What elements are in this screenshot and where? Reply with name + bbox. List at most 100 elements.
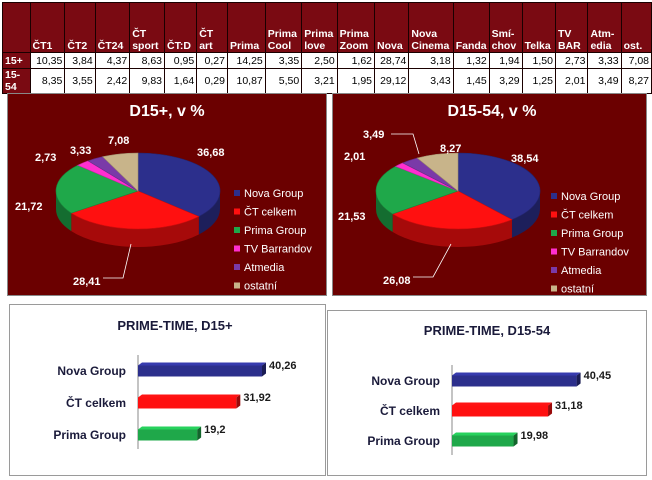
- table-cell: 1,94: [488, 52, 523, 69]
- legend-swatch: [234, 264, 240, 270]
- column-header: Prima: [226, 2, 266, 53]
- column-header: Prima Cool: [264, 2, 303, 53]
- bar-top: [452, 402, 553, 406]
- row-label: 15+: [2, 52, 31, 69]
- leader-line: [413, 243, 452, 278]
- pie-slice: [102, 152, 139, 192]
- data-label: 7,08: [108, 135, 129, 147]
- table-cell: 1,32: [452, 52, 490, 69]
- bar-chart-d15: PRIME-TIME, D15+ Nova Group 40,26 ČT celkem…: [53, 318, 297, 449]
- bar-top: [138, 362, 267, 366]
- data-label: 3,49: [363, 129, 384, 141]
- table-header-row: ČT1 ČT2 ČT24 ČT sport ČT:D ČT art Prima Prima C…: [2, 2, 652, 53]
- category-label: Nova Group: [57, 364, 126, 378]
- table-cell: 0,29: [196, 68, 228, 94]
- legend-item: Atmedia: [244, 262, 285, 274]
- pie-side-group: [376, 191, 540, 247]
- table-cell: 3,84: [64, 52, 96, 69]
- table-row: 15+ 10,35 3,84 4,37 8,63 0,95 0,27 14,25 3,35 2,5…: [2, 52, 652, 69]
- data-label: 2,73: [35, 152, 56, 164]
- pie-panel-d15-54: D15-54, v % 38,54 26,08 21,53 2,01 3,49 8,27 No…: [332, 93, 647, 296]
- legend-item: Nova Group: [244, 188, 303, 200]
- table-cell: 10,87: [226, 68, 266, 94]
- data-label: 28,41: [73, 276, 101, 288]
- table-cell: 3,35: [264, 52, 303, 69]
- pie-slice-side: [511, 191, 540, 238]
- pie-slice: [457, 152, 541, 220]
- pie-slice-side: [376, 191, 393, 232]
- column-header: ČT2: [64, 2, 96, 53]
- column-header: Atm-edia: [587, 2, 622, 53]
- table-cell: 29,12: [373, 68, 410, 94]
- column-header: [2, 2, 31, 53]
- legend-swatch: [234, 208, 240, 215]
- column-header: Nova Cinema: [408, 2, 454, 53]
- bar-side: [576, 372, 581, 387]
- pie-chart-d15-54: D15-54, v % 38,54 26,08 21,53 2,01 3,49 8,27 No…: [338, 103, 629, 296]
- data-label: 3,33: [70, 145, 91, 157]
- pie-slice: [416, 152, 459, 192]
- legend-item: Nova Group: [561, 191, 620, 203]
- table-cell: 8,35: [29, 68, 66, 94]
- pie-slice: [55, 164, 139, 214]
- data-label: 26,08: [383, 275, 411, 287]
- category-label: Prima Group: [367, 434, 440, 448]
- table-cell: 8,27: [620, 68, 652, 94]
- table-cell: 3,43: [408, 68, 454, 94]
- column-header: Prima Zoom: [336, 2, 376, 53]
- legend-item: TV Barrandov: [561, 247, 629, 259]
- pie-side-group: [56, 191, 220, 248]
- table-cell: 14,25: [226, 52, 266, 69]
- table-cell: 2,73: [554, 52, 589, 69]
- legend-swatch: [234, 190, 240, 196]
- table-cell: 1,25: [521, 68, 556, 94]
- pie-slice-side: [56, 191, 72, 232]
- table-cell: 3,21: [301, 68, 338, 94]
- legend-item: Prima Group: [244, 225, 306, 237]
- pie-slice-side: [198, 191, 220, 235]
- table-cell: 0,27: [196, 52, 228, 69]
- legend-swatch: [551, 230, 557, 236]
- legend-swatch: [551, 193, 557, 199]
- data-label: 21,53: [338, 211, 366, 223]
- table-cell: 3,49: [587, 68, 622, 94]
- legend-swatch: [234, 227, 240, 233]
- chart-title: D15-54, v %: [448, 103, 537, 120]
- pie-slice-side: [392, 213, 512, 247]
- data-label: 21,72: [15, 201, 43, 213]
- column-header: Telka: [521, 2, 556, 53]
- data-label: 31,92: [243, 392, 271, 404]
- column-header: ČT:D: [164, 2, 198, 53]
- pie-slice-side: [71, 213, 199, 248]
- bar-side: [236, 394, 241, 409]
- bar-panel-d15: PRIME-TIME, D15+ Nova Group 40,26 ČT celkem…: [9, 304, 326, 476]
- column-header: Fanda: [452, 2, 490, 53]
- bar: [452, 375, 577, 387]
- column-header: Prima love: [301, 2, 338, 53]
- column-header: ČT art: [196, 2, 228, 53]
- legend-swatch: [551, 267, 557, 273]
- category-label: Prima Group: [53, 428, 126, 442]
- pie-slice: [375, 166, 459, 215]
- table-cell: 3,29: [488, 68, 523, 94]
- data-label: 38,54: [511, 153, 539, 165]
- column-header: ČT sport: [129, 2, 166, 53]
- column-header: ost.: [620, 2, 652, 53]
- bar-panel-d15-54: PRIME-TIME, D15-54 Nova Group 40,45 ČT celk…: [327, 310, 647, 476]
- bar-top: [138, 394, 241, 398]
- table-body: 15+ 10,35 3,84 4,37 8,63 0,95 0,27 14,25 3,35 2,5…: [2, 52, 652, 94]
- table-cell: 5,50: [264, 68, 303, 94]
- data-label: 2,01: [344, 151, 365, 163]
- bar-side: [197, 426, 202, 441]
- bar: [452, 435, 514, 447]
- table-cell: 3,18: [408, 52, 454, 69]
- bar: [138, 397, 237, 409]
- chart-title: D15+, v %: [129, 103, 204, 120]
- table-cell: 0,95: [164, 52, 198, 69]
- bar-side: [548, 402, 553, 417]
- legend-item: Prima Group: [561, 228, 623, 240]
- row-label: 15-54: [2, 68, 31, 94]
- table-cell: 9,83: [129, 68, 166, 94]
- data-label: 40,26: [269, 360, 297, 372]
- legend-item: ČT celkem: [561, 209, 613, 222]
